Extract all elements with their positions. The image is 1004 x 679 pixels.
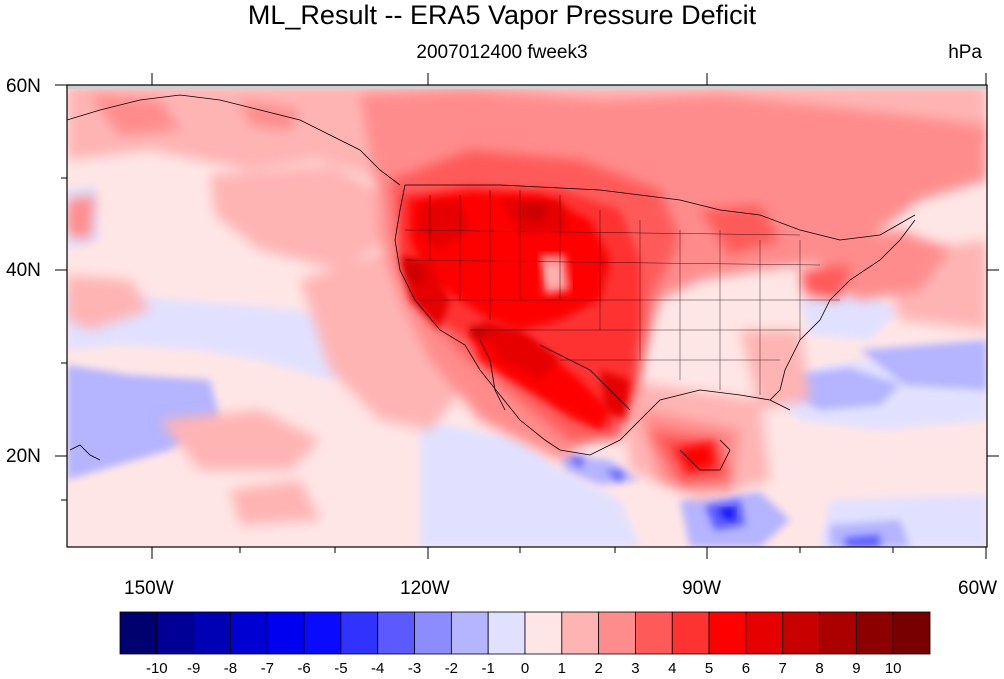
colorbar-tick-label: 4 — [668, 660, 677, 677]
lat-label-60n: 60N — [6, 76, 41, 97]
colorbar-tick-label: 6 — [741, 660, 751, 677]
axis-ticks — [55, 73, 999, 559]
colorbar-swatch — [819, 611, 857, 655]
colorbar-swatch — [561, 611, 600, 655]
lon-label-120w: 120W — [400, 578, 450, 599]
colorbar-tick-label: -7 — [260, 660, 274, 677]
colorbar-tick-label: 8 — [815, 660, 824, 677]
units-label: hPa — [948, 42, 982, 63]
colorbar-swatch — [855, 611, 894, 655]
colorbar-tick-label: -9 — [186, 660, 201, 677]
colorbar-tick-label: -2 — [444, 660, 459, 677]
colorbar-swatch — [340, 611, 379, 655]
colorbar-tick-label: 2 — [594, 660, 603, 677]
colorbar-tick-label: 5 — [704, 660, 714, 677]
colorbar-tick-label: 10 — [884, 660, 902, 677]
colorbar-swatch — [782, 611, 820, 655]
colorbar-swatch — [892, 611, 931, 655]
map-frame — [66, 84, 988, 548]
colorbar-swatch — [598, 611, 636, 655]
colorbar-swatch — [487, 611, 526, 655]
colorbar-tick-label: -8 — [223, 660, 238, 677]
colorbar-swatch — [156, 611, 195, 655]
colorbar-tick-label: -6 — [297, 660, 311, 677]
forecast-date-label: 2007012400 fweek3 — [416, 42, 588, 63]
colorbar-swatch — [230, 611, 268, 655]
lon-label-90w: 90W — [682, 578, 722, 599]
colorbar-swatch — [635, 611, 673, 655]
colorbar-tick-label: -5 — [334, 660, 348, 677]
lat-label-20n: 20N — [6, 446, 41, 467]
colorbar-tick-label: 1 — [557, 660, 566, 677]
colorbar-tick-label: -10 — [145, 660, 168, 677]
colorbar-tick-label: 0 — [520, 660, 530, 677]
state-borders — [404, 190, 840, 395]
lon-label-60w: 60W — [958, 578, 998, 599]
colorbar-tick-label: -3 — [407, 660, 422, 677]
colorbar-swatch — [193, 611, 231, 655]
colorbar-tick-label: -1 — [481, 660, 495, 677]
lat-label-40n: 40N — [6, 260, 41, 281]
colorbar-tick-label: 7 — [778, 660, 787, 677]
colorbar-swatch — [414, 611, 452, 655]
colorbar-swatch — [377, 611, 415, 655]
colorbar-swatch — [671, 611, 710, 655]
colorbar — [119, 611, 931, 655]
vpd-field — [67, 85, 987, 547]
map-title: ML_Result -- ERA5 Vapor Pressure Deficit — [247, 0, 757, 30]
colorbar-swatch — [524, 611, 563, 655]
lon-label-150w: 150W — [124, 578, 174, 599]
colorbar-tick-label: -4 — [371, 660, 385, 677]
coastlines — [67, 94, 916, 471]
colorbar-swatch — [450, 611, 489, 655]
colorbar-swatch — [303, 611, 342, 655]
colorbar-swatch — [708, 611, 747, 655]
colorbar-tick-label: 9 — [852, 660, 861, 677]
colorbar-swatch — [745, 611, 784, 655]
colorbar-swatch — [266, 611, 305, 655]
colorbar-tick-label: 3 — [631, 660, 640, 677]
colorbar-swatch — [119, 611, 158, 655]
